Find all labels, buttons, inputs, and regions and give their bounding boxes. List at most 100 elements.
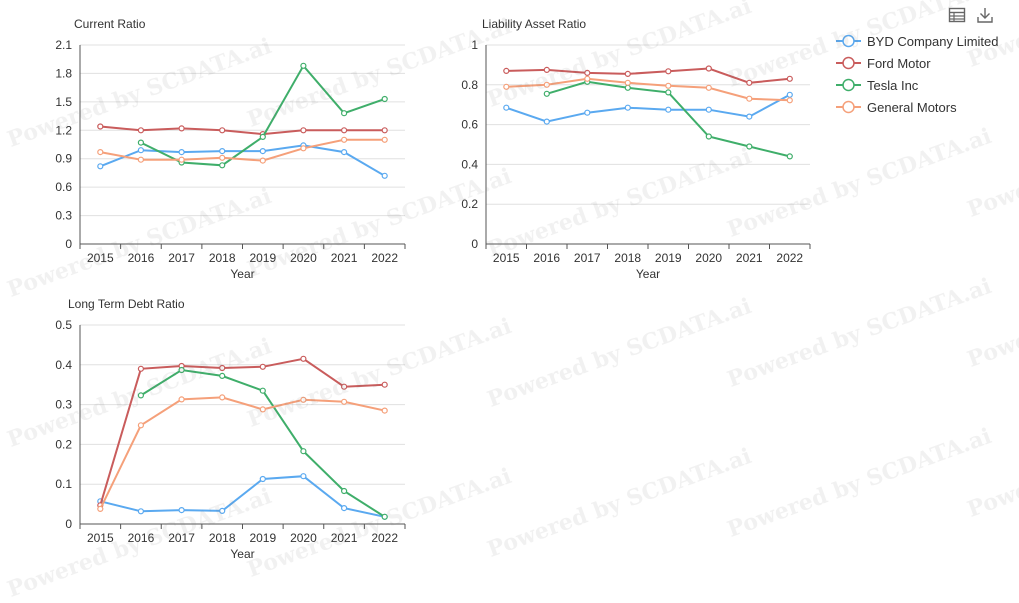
data-point-byd-company-limited <box>381 172 388 179</box>
data-point-byd-company-limited <box>665 106 672 113</box>
x-tick-label: 2017 <box>574 251 601 265</box>
y-tick-label: 0.1 <box>55 477 72 491</box>
data-point-ford-motor <box>178 125 185 132</box>
data-point-byd-company-limited <box>137 508 144 515</box>
legend-label: Tesla Inc <box>867 77 919 93</box>
x-tick-label: 2022 <box>776 251 803 265</box>
table-icon[interactable] <box>948 6 966 24</box>
y-tick-label: 0 <box>65 517 72 531</box>
y-tick-label: 0.8 <box>461 78 478 92</box>
x-tick-label: 2018 <box>209 251 236 265</box>
data-point-general-motors <box>381 407 388 414</box>
y-tick-label: 2.1 <box>55 38 72 52</box>
data-point-general-motors <box>543 81 550 88</box>
x-tick-label: 2020 <box>290 531 317 545</box>
y-tick-label: 1.2 <box>55 123 72 137</box>
data-point-general-motors <box>300 396 307 403</box>
data-point-ford-motor <box>300 127 307 134</box>
chart-1: Current Ratio 0 0.3 0.6 0.9 1.2 1.5 1.8 2.1 2015 2… <box>55 17 406 281</box>
data-point-ford-motor <box>543 66 550 74</box>
legend-item[interactable]: BYD Company Limited <box>836 30 999 52</box>
data-point-byd-company-limited <box>219 148 226 155</box>
data-point-general-motors <box>300 145 307 152</box>
data-point-byd-company-limited <box>178 507 185 514</box>
data-point-tesla-inc <box>543 90 550 97</box>
data-point-ford-motor <box>219 127 226 134</box>
data-point-general-motors <box>705 84 712 91</box>
y-tick-label: 1.8 <box>55 66 72 80</box>
x-tick-label: 2019 <box>249 531 276 545</box>
data-point-ford-motor <box>705 65 712 72</box>
data-point-byd-company-limited <box>178 149 185 156</box>
chart-3: Long Term Debt Ratio 0 0.1 0.2 0.3 0.4 0.5 2015… <box>55 297 406 561</box>
chart-title: Current Ratio <box>74 17 146 31</box>
legend-marker-icon <box>836 34 861 48</box>
data-point-tesla-inc <box>259 387 266 394</box>
series-line-byd-company-limited <box>505 93 791 123</box>
data-point-tesla-inc <box>705 133 712 140</box>
legend-marker-icon <box>836 100 861 114</box>
data-point-tesla-inc <box>746 143 753 150</box>
x-tick-label: 2016 <box>128 531 155 545</box>
x-tick-label: 2022 <box>371 531 398 545</box>
y-tick-label: 0.9 <box>55 152 72 166</box>
y-tick-label: 0.3 <box>55 398 72 412</box>
charts-svg: Current Ratio 0 0.3 0.6 0.9 1.2 1.5 1.8 2.1 2015 2… <box>55 17 811 561</box>
legend-item[interactable]: General Motors <box>836 96 999 118</box>
data-point-tesla-inc <box>665 89 672 96</box>
data-point-ford-motor <box>137 365 144 372</box>
data-point-general-motors <box>219 154 226 161</box>
legend-item[interactable]: Tesla Inc <box>836 74 999 96</box>
x-axis-label: Year <box>230 547 254 561</box>
data-point-tesla-inc <box>300 62 307 69</box>
data-point-tesla-inc <box>259 133 266 140</box>
x-tick-label: 2021 <box>331 251 358 265</box>
data-point-tesla-inc <box>178 366 185 374</box>
data-point-ford-motor <box>219 364 226 372</box>
data-point-general-motors <box>97 505 104 512</box>
chart-stage: Current Ratio 0 0.3 0.6 0.9 1.2 1.5 1.8 2.1 2015 2… <box>4 0 1019 603</box>
y-tick-label: 0 <box>65 237 72 251</box>
data-point-tesla-inc <box>341 110 348 117</box>
y-tick-label: 0.2 <box>461 197 478 211</box>
y-tick-label: 0.5 <box>55 318 72 332</box>
data-point-general-motors <box>381 136 388 143</box>
data-point-ford-motor <box>503 67 510 75</box>
series-line-ford-motor <box>100 125 385 136</box>
data-point-general-motors <box>665 82 672 89</box>
data-point-ford-motor <box>97 123 104 130</box>
legend-label: Ford Motor <box>867 55 931 71</box>
x-tick-label: 2017 <box>168 251 195 265</box>
x-tick-label: 2020 <box>290 251 317 265</box>
x-tick-label: 2022 <box>371 251 398 265</box>
legend-item[interactable]: Ford Motor <box>836 52 999 74</box>
y-tick-label: 1 <box>471 38 478 52</box>
data-point-tesla-inc <box>219 162 226 169</box>
legend-label: BYD Company Limited <box>867 33 999 49</box>
series-line-ford-motor <box>506 67 790 84</box>
data-point-general-motors <box>746 95 753 102</box>
data-point-ford-motor <box>137 127 144 134</box>
data-point-byd-company-limited <box>341 149 348 156</box>
series-line-general-motors <box>99 396 385 510</box>
data-point-general-motors <box>178 396 185 403</box>
data-point-byd-company-limited <box>503 104 510 111</box>
data-point-tesla-inc <box>341 487 348 495</box>
chart-legend: BYD Company Limited Ford Motor Tesla Inc Ge… <box>836 30 999 118</box>
data-point-byd-company-limited <box>137 147 144 154</box>
x-tick-label: 2015 <box>87 531 114 545</box>
download-icon[interactable] <box>976 6 994 24</box>
data-point-byd-company-limited <box>786 91 793 98</box>
data-point-tesla-inc <box>624 84 631 91</box>
data-point-general-motors <box>259 406 266 413</box>
data-point-tesla-inc <box>300 448 307 455</box>
data-point-tesla-inc <box>381 95 388 103</box>
data-point-tesla-inc <box>137 139 144 146</box>
data-point-byd-company-limited <box>746 113 753 120</box>
y-tick-label: 0.4 <box>461 157 478 171</box>
data-point-general-motors <box>624 79 631 86</box>
data-point-general-motors <box>341 136 348 143</box>
x-tick-label: 2018 <box>209 531 236 545</box>
x-axis-label: Year <box>230 267 254 281</box>
x-tick-label: 2019 <box>655 251 682 265</box>
